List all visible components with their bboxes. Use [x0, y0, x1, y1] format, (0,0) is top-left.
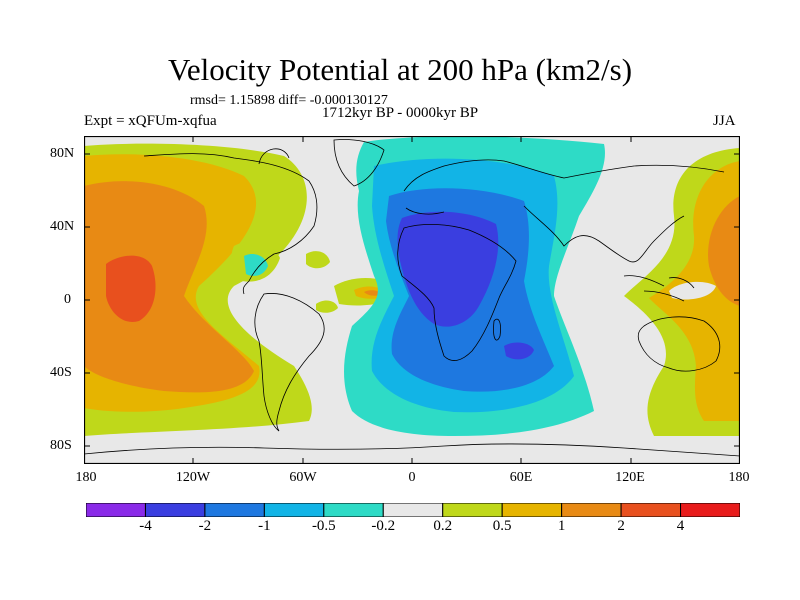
- gulf-pos-blob: [306, 251, 330, 269]
- lon-label-120w: 120W: [175, 470, 211, 485]
- lon-label-180w: 180: [75, 470, 97, 485]
- africa-coast: [397, 223, 517, 361]
- colorbar-swatch: [442, 503, 503, 517]
- colorbar-swatch: [501, 503, 563, 517]
- lon-label-0: 0: [408, 470, 416, 485]
- colorbar-label: -4: [139, 518, 152, 534]
- maritime-continent-coast: [623, 275, 695, 302]
- colorbar-swatch: [680, 503, 740, 517]
- lon-label-60w: 60W: [289, 470, 317, 485]
- rmsd-diff-stats: rmsd= 1.15898 diff= -0.000130127: [190, 93, 388, 108]
- lat-label-80s: 80S: [50, 438, 72, 453]
- pacific-east-pos3: [708, 196, 740, 306]
- colorbar-label: 0.2: [433, 518, 453, 534]
- experiment-label: Expt = xQFUm-xqfua: [84, 113, 217, 129]
- australia-coast: [637, 316, 721, 372]
- colorbar-label: -0.2: [371, 518, 396, 534]
- caribbean-neg1: [244, 254, 268, 276]
- map-title: Velocity Potential at 200 hPa (km2/s): [167, 52, 633, 87]
- pacific-west-pos3: [84, 181, 254, 393]
- colorbar-label: 1: [557, 518, 566, 534]
- antarctica-coast: [84, 443, 740, 457]
- lat-label-eq: 0: [64, 292, 71, 307]
- colorbar-swatch: [144, 503, 206, 517]
- colorbar-label: 0.5: [492, 518, 512, 534]
- period-subtitle: 1712kyr BP - 0000kyr BP: [322, 105, 479, 121]
- colorbar-label: 4: [676, 518, 685, 534]
- colorbar: [86, 503, 740, 517]
- coastlines: [84, 139, 740, 457]
- north-america-coast: [143, 148, 318, 295]
- axis-ticks: [84, 136, 740, 464]
- colorbar-swatch: [382, 503, 444, 517]
- lat-label-80n: 80N: [50, 146, 75, 161]
- lat-label-40n: 40N: [50, 219, 75, 234]
- colorbar-swatch: [86, 503, 146, 517]
- europe-coast: [403, 159, 725, 215]
- colorbar-swatch: [204, 503, 265, 517]
- lon-label-120e: 120E: [615, 470, 645, 485]
- asia-coast: [523, 205, 685, 263]
- colorbar-swatch: [323, 503, 384, 517]
- colorbar-label: -1: [258, 518, 271, 534]
- pacific-east-neutral-island: [669, 281, 716, 300]
- lon-label-60e: 60E: [509, 470, 533, 485]
- south-america-coast: [254, 293, 325, 432]
- lon-label-180e: 180: [728, 470, 750, 485]
- wafrica-pos1: [316, 300, 338, 313]
- greenland-coast: [333, 139, 385, 187]
- lat-label-40s: 40S: [50, 365, 72, 380]
- colorbar-label: -2: [198, 518, 212, 534]
- colorbar-swatch: [561, 503, 622, 517]
- velocity-potential-map: [84, 136, 740, 464]
- season-label: JJA: [713, 113, 736, 129]
- indian-ocean-neg4: [504, 342, 534, 360]
- madagascar-coast: [493, 318, 501, 341]
- colorbar-label: 2: [617, 518, 625, 534]
- colorbar-label: -0.5: [311, 518, 336, 534]
- colorbar-swatch: [620, 503, 682, 517]
- pacific-west-pos4: [106, 255, 156, 322]
- africa-neg4: [397, 211, 499, 327]
- colorbar-swatch: [263, 503, 325, 517]
